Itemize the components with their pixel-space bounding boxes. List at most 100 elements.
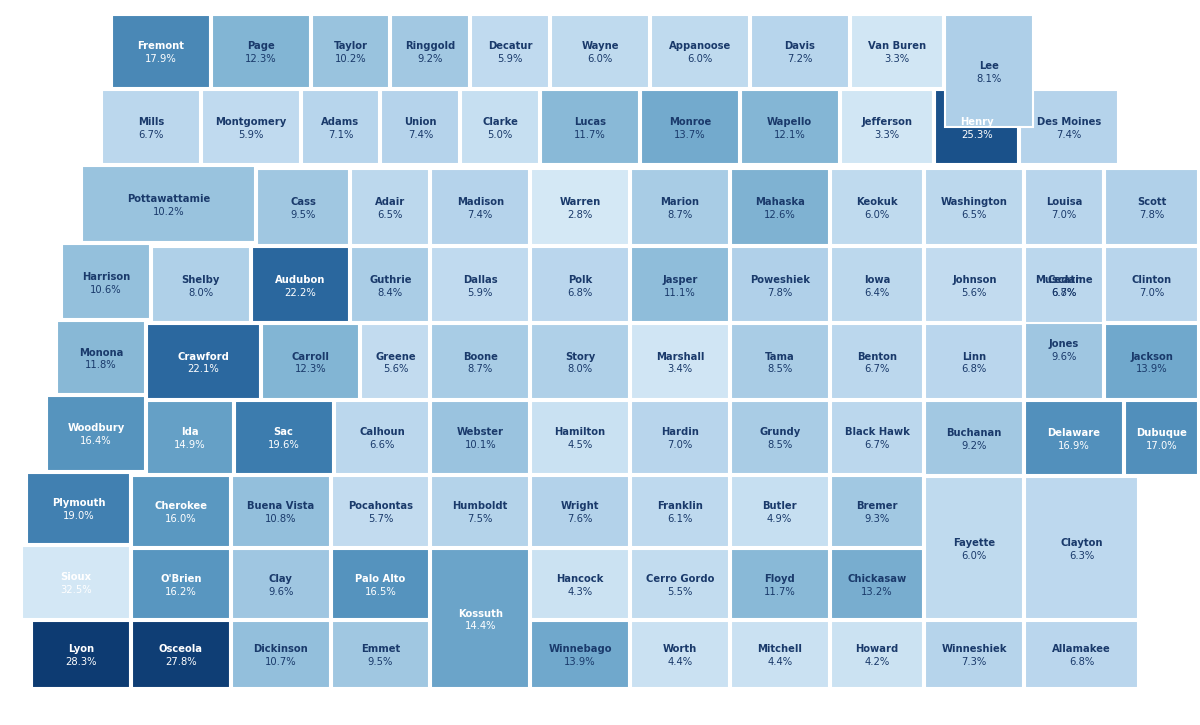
Bar [132,476,229,547]
Bar [740,89,839,165]
Text: 28.3%: 28.3% [65,658,97,668]
Text: 7.4%: 7.4% [408,130,433,140]
Text: Audubon: Audubon [275,275,325,285]
Text: Hardin: Hardin [661,427,698,437]
Bar [32,621,130,688]
Bar [312,14,390,88]
Text: Johnson: Johnson [952,275,996,285]
Text: 13.2%: 13.2% [862,587,893,597]
Bar [830,324,923,399]
Text: 13.9%: 13.9% [1135,365,1168,375]
Text: Monona: Monona [79,347,124,357]
Text: 5.9%: 5.9% [498,54,523,64]
Text: 9.6%: 9.6% [268,587,293,597]
Bar [925,477,1024,618]
Text: Muscatine: Muscatine [1036,276,1093,285]
Text: Delaware: Delaware [1048,428,1100,438]
Text: 13.9%: 13.9% [564,658,596,668]
Bar [532,401,629,473]
Text: 17.0%: 17.0% [1146,441,1177,451]
Text: 6.5%: 6.5% [378,210,403,220]
Text: 7.3%: 7.3% [961,658,986,668]
Text: Calhoun: Calhoun [359,427,404,437]
Bar [1020,89,1118,165]
Text: Louisa: Louisa [1046,197,1082,207]
Text: 11.7%: 11.7% [763,587,796,597]
Text: Clinton: Clinton [1132,275,1171,285]
Text: 9.3%: 9.3% [864,514,889,524]
Bar [431,324,529,399]
Bar [1025,621,1138,688]
Text: 22.2%: 22.2% [284,288,317,298]
Bar [202,89,300,165]
Bar [631,324,728,399]
Text: Mitchell: Mitchell [757,645,802,655]
Text: 10.2%: 10.2% [335,54,366,64]
Text: Harrison: Harrison [82,272,130,282]
Text: Emmet: Emmet [361,645,400,655]
Text: Greene: Greene [376,352,415,362]
Text: Adams: Adams [322,117,360,127]
Text: 7.0%: 7.0% [1139,288,1164,298]
Text: Van Buren: Van Buren [868,41,926,51]
Bar [62,244,150,319]
Bar [132,621,229,688]
Bar [925,247,1024,322]
Text: 6.8%: 6.8% [1069,658,1094,668]
Text: 2.8%: 2.8% [568,210,593,220]
Text: Dubuque: Dubuque [1136,428,1187,438]
Bar [232,476,330,547]
Text: Clay: Clay [269,573,293,584]
Bar [431,476,529,547]
Bar [1025,401,1123,475]
Bar [232,549,330,618]
Text: 3.4%: 3.4% [667,365,692,375]
Text: Mahaska: Mahaska [755,197,804,207]
Text: 12.6%: 12.6% [763,210,796,220]
Text: Humboldt: Humboldt [452,501,508,511]
Text: Hamilton: Hamilton [554,427,606,437]
Bar [431,247,529,322]
Text: Mills: Mills [138,117,164,127]
Text: Guthrie: Guthrie [370,275,412,285]
Text: Clarke: Clarke [482,117,518,127]
Text: 10.6%: 10.6% [90,285,121,294]
Text: Benton: Benton [857,352,896,362]
Text: Floyd: Floyd [764,573,796,584]
Bar [631,170,728,245]
Bar [631,247,728,322]
Bar [541,89,638,165]
Text: Des Moines: Des Moines [1037,117,1102,127]
Bar [731,247,828,322]
Text: 6.5%: 6.5% [961,210,986,220]
Bar [382,89,460,165]
Text: 8.0%: 8.0% [188,288,214,298]
Bar [631,476,728,547]
Text: 13.7%: 13.7% [674,130,706,140]
Text: Webster: Webster [457,427,504,437]
Text: 4.4%: 4.4% [667,658,692,668]
Text: Jasper: Jasper [662,275,697,285]
Text: 10.1%: 10.1% [464,440,496,450]
Bar [1025,247,1103,322]
Text: Franklin: Franklin [656,501,703,511]
Text: Carroll: Carroll [292,352,330,362]
Bar [925,401,1024,475]
Text: Plymouth: Plymouth [52,498,106,508]
Text: 8.5%: 8.5% [767,440,792,450]
Text: Jones: Jones [1049,339,1079,349]
Bar [631,401,728,473]
Text: 6.8%: 6.8% [568,288,593,298]
Bar [331,476,430,547]
Text: 7.8%: 7.8% [767,288,792,298]
Text: Winnebago: Winnebago [548,645,612,655]
Text: 8.4%: 8.4% [378,288,403,298]
Text: 14.4%: 14.4% [464,621,496,631]
Text: O'Brien: O'Brien [160,573,202,584]
Bar [132,549,229,618]
Text: 6.0%: 6.0% [688,54,713,64]
Text: Jefferson: Jefferson [862,117,912,127]
Bar [532,621,629,688]
Text: Hancock: Hancock [557,573,604,584]
Text: 7.1%: 7.1% [328,130,353,140]
